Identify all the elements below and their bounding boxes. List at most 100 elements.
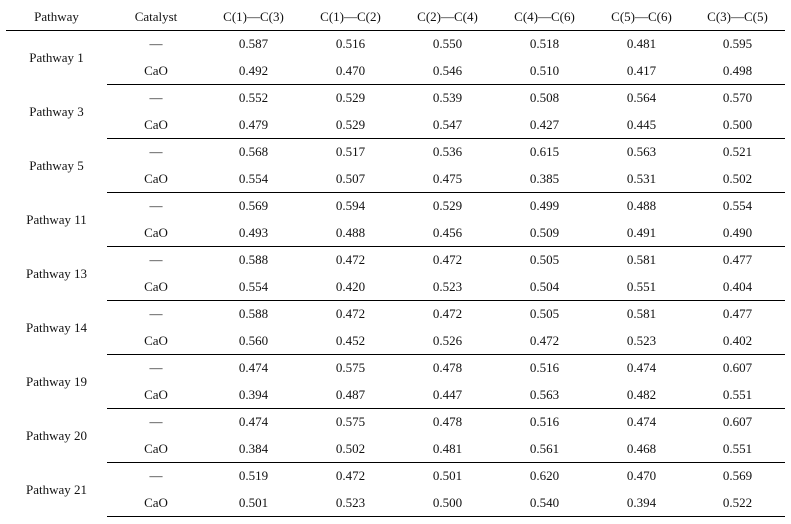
value-cell: 0.547 [399,111,496,139]
table-row: CaO 0.384 0.502 0.481 0.561 0.468 0.551 [6,435,785,463]
value-cell: 0.445 [593,111,690,139]
catalyst-cell: CaO [107,165,205,193]
table-row: Pathway 3 — 0.552 0.529 0.539 0.508 0.564 0.570 [6,85,785,118]
catalyst-cell: — [149,360,163,376]
value-cell: 0.394 [205,381,302,409]
value-cell: 0.488 [302,219,399,247]
table-row: CaO 0.501 0.523 0.500 0.540 0.394 0.522 [6,489,785,517]
value-cell: 0.456 [399,219,496,247]
value-cell: 0.493 [205,219,302,247]
value-cell: 0.518 [529,36,560,52]
value-cell: 0.502 [690,165,785,193]
header-c1-c2: C(1)—C(2) [302,3,399,31]
table-row: CaO 0.493 0.488 0.456 0.509 0.491 0.490 [6,219,785,247]
value-cell: 0.595 [722,36,753,52]
value-cell: 0.477 [722,252,753,268]
value-cell: 0.563 [496,381,593,409]
table-row: CaO 0.554 0.507 0.475 0.385 0.531 0.502 [6,165,785,193]
table-row: Pathway 14 — 0.588 0.472 0.472 0.505 0.581 0.47… [6,301,785,334]
catalyst-cell: CaO [107,219,205,247]
catalyst-cell: CaO [107,111,205,139]
catalyst-cell: CaO [107,489,205,517]
value-cell: 0.487 [302,381,399,409]
value-cell: 0.508 [529,90,560,106]
value-cell: 0.402 [690,327,785,355]
value-cell: 0.385 [496,165,593,193]
value-cell: 0.499 [529,198,560,214]
table-row: CaO 0.560 0.452 0.526 0.472 0.523 0.402 [6,327,785,355]
value-cell: 0.468 [593,435,690,463]
value-cell: 0.560 [205,327,302,355]
value-cell: 0.482 [593,381,690,409]
value-cell: 0.509 [496,219,593,247]
value-cell: 0.452 [302,327,399,355]
table-row: CaO 0.394 0.487 0.447 0.563 0.482 0.551 [6,381,785,409]
value-cell: 0.569 [238,198,269,214]
value-cell: 0.539 [432,90,463,106]
pathway-cell: Pathway 3 [29,103,84,119]
header-c1-c3: C(1)—C(3) [205,3,302,31]
value-cell: 0.594 [335,198,366,214]
value-cell: 0.523 [399,273,496,301]
value-cell: 0.529 [302,111,399,139]
value-cell: 0.491 [593,219,690,247]
value-cell: 0.500 [690,111,785,139]
value-cell: 0.551 [593,273,690,301]
value-cell: 0.420 [302,273,399,301]
value-cell: 0.501 [432,468,463,484]
table-row: Pathway 20 — 0.474 0.575 0.478 0.516 0.474 0.60… [6,409,785,442]
value-cell: 0.427 [496,111,593,139]
value-cell: 0.516 [335,36,366,52]
value-cell: 0.474 [626,414,657,430]
value-cell: 0.521 [722,144,753,160]
value-cell: 0.588 [238,252,269,268]
value-cell: 0.478 [432,414,463,430]
value-cell: 0.516 [529,414,560,430]
value-cell: 0.417 [593,57,690,85]
value-cell: 0.554 [205,165,302,193]
catalyst-cell: — [149,36,163,52]
value-cell: 0.607 [722,414,753,430]
table-row: Pathway 21 — 0.519 0.472 0.501 0.620 0.470 0.56… [6,463,785,496]
catalyst-cell: CaO [107,381,205,409]
table-body: Pathway 1 — 0.587 0.516 0.550 0.518 0.481 0.595… [6,31,785,517]
pathway-cell: Pathway 1 [29,49,84,65]
value-cell: 0.472 [335,252,366,268]
value-cell: 0.581 [626,306,657,322]
value-cell: 0.498 [690,57,785,85]
catalyst-cell: CaO [107,435,205,463]
value-cell: 0.540 [496,489,593,517]
value-cell: 0.607 [722,360,753,376]
value-cell: 0.554 [205,273,302,301]
catalyst-cell: — [149,468,163,484]
value-cell: 0.404 [690,273,785,301]
value-cell: 0.519 [238,468,269,484]
value-cell: 0.507 [302,165,399,193]
value-cell: 0.563 [626,144,657,160]
value-cell: 0.620 [529,468,560,484]
header-catalyst: Catalyst [107,3,205,31]
catalyst-cell: — [149,306,163,322]
pathway-cell: Pathway 11 [26,211,87,227]
value-cell: 0.552 [238,90,269,106]
value-cell: 0.472 [335,468,366,484]
pathway-cell: Pathway 13 [25,265,88,281]
value-cell: 0.615 [529,144,560,160]
value-cell: 0.575 [335,414,366,430]
value-cell: 0.474 [626,360,657,376]
value-cell: 0.479 [205,111,302,139]
table-row: Pathway 13 — 0.588 0.472 0.472 0.505 0.581 0.47… [6,247,785,280]
header-c4-c6: C(4)—C(6) [496,3,593,31]
value-cell: 0.523 [302,489,399,517]
value-cell: 0.505 [529,306,560,322]
value-cell: 0.568 [238,144,269,160]
value-cell: 0.536 [432,144,463,160]
value-cell: 0.505 [529,252,560,268]
table-row: Pathway 19 — 0.474 0.575 0.478 0.516 0.474 0.60… [6,355,785,388]
value-cell: 0.522 [690,489,785,517]
value-cell: 0.502 [302,435,399,463]
value-cell: 0.546 [399,57,496,85]
value-cell: 0.588 [238,306,269,322]
value-cell: 0.569 [722,468,753,484]
value-cell: 0.472 [496,327,593,355]
